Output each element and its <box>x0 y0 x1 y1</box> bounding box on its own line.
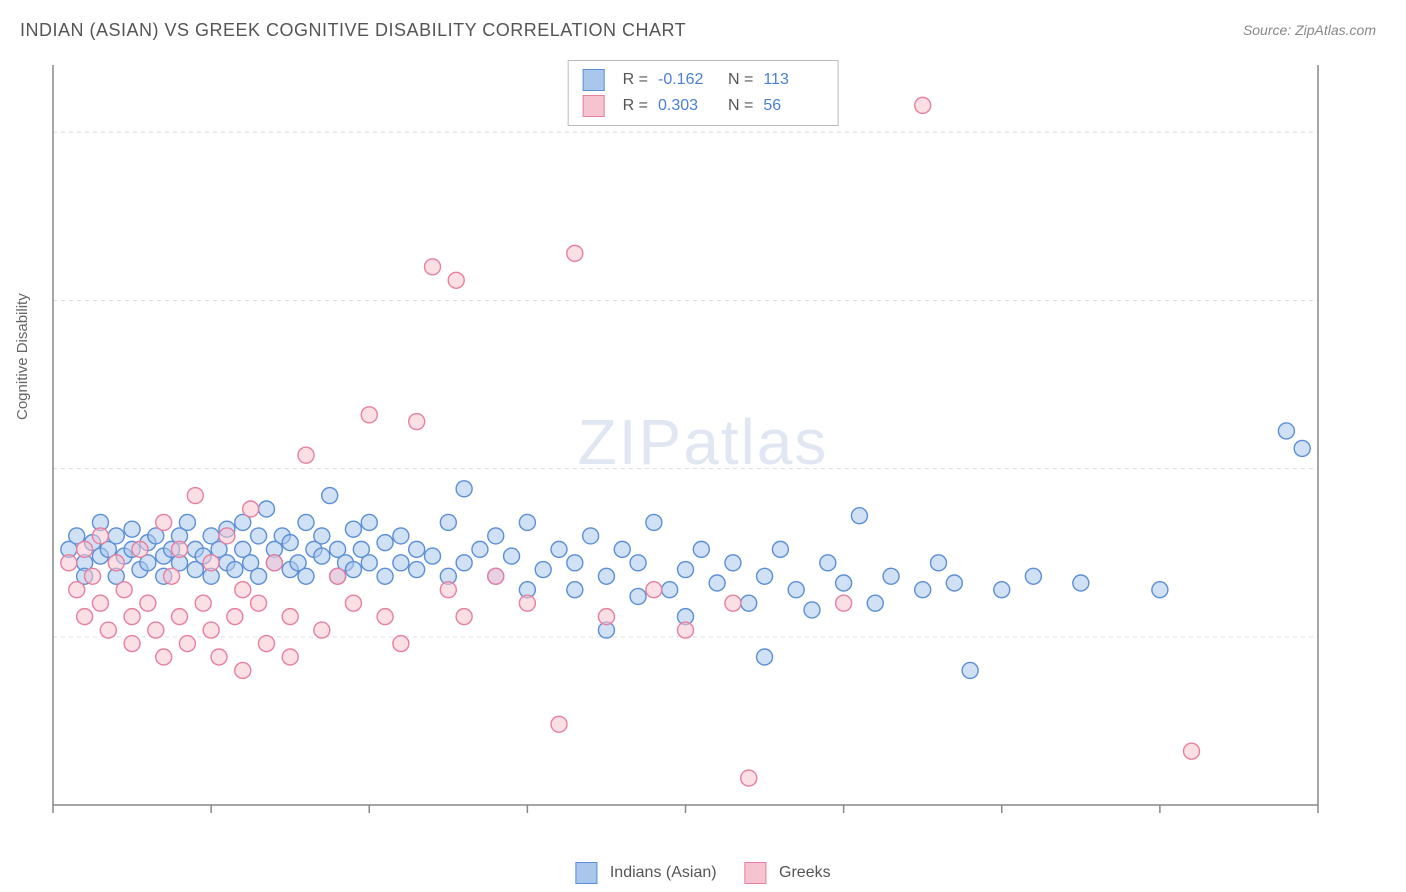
scatter-chart <box>48 55 1358 825</box>
legend-swatch-greeks <box>583 95 605 117</box>
chart-title: INDIAN (ASIAN) VS GREEK COGNITIVE DISABI… <box>20 20 686 41</box>
series-legend: Indians (Asian) Greeks <box>575 862 830 884</box>
legend-row-greeks: R =0.303 N =56 <box>583 93 824 119</box>
legend-swatch-indians <box>583 69 605 91</box>
legend-item-greeks: Greeks <box>745 862 831 884</box>
legend-swatch-greeks-bottom <box>745 862 767 884</box>
legend-swatch-indians-bottom <box>575 862 597 884</box>
chart-area <box>48 55 1358 825</box>
legend-item-indians: Indians (Asian) <box>575 862 716 884</box>
legend-row-indians: R =-0.162 N =113 <box>583 67 824 93</box>
legend-label: Indians (Asian) <box>610 864 717 881</box>
source-label: Source: ZipAtlas.com <box>1243 22 1376 38</box>
correlation-legend: R =-0.162 N =113 R =0.303 N =56 <box>568 60 839 126</box>
y-axis-label: Cognitive Disability <box>14 293 31 420</box>
legend-label: Greeks <box>779 864 831 881</box>
